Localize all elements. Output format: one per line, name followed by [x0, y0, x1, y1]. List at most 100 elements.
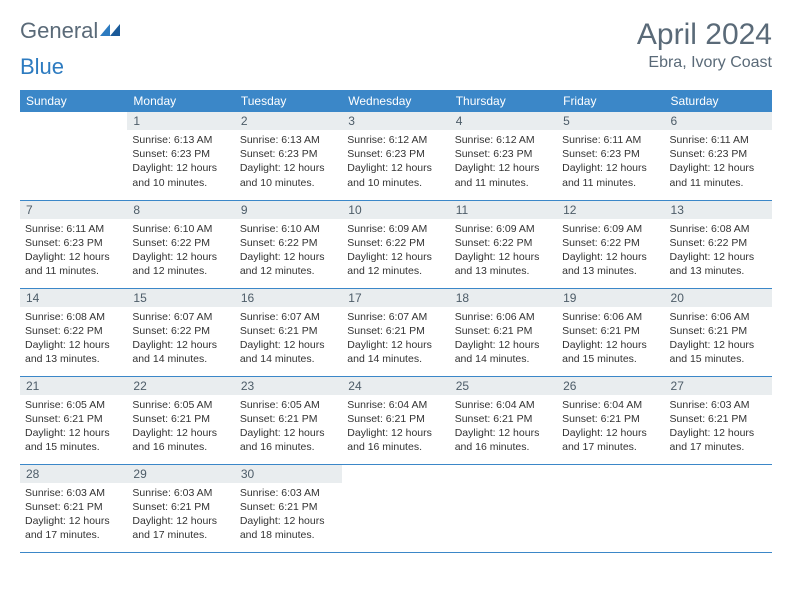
day-details: Sunrise: 6:03 AMSunset: 6:21 PMDaylight:…	[127, 483, 234, 547]
day-details: Sunrise: 6:11 AMSunset: 6:23 PMDaylight:…	[557, 130, 664, 194]
day-number: 4	[450, 112, 557, 130]
calendar-cell: 26Sunrise: 6:04 AMSunset: 6:21 PMDayligh…	[557, 376, 664, 464]
calendar-cell	[342, 464, 449, 552]
day-details: Sunrise: 6:10 AMSunset: 6:22 PMDaylight:…	[127, 219, 234, 283]
day-number: 26	[557, 377, 664, 395]
calendar-cell: 7Sunrise: 6:11 AMSunset: 6:23 PMDaylight…	[20, 200, 127, 288]
calendar-cell: 30Sunrise: 6:03 AMSunset: 6:21 PMDayligh…	[235, 464, 342, 552]
day-details: Sunrise: 6:07 AMSunset: 6:21 PMDaylight:…	[235, 307, 342, 371]
calendar-cell: 9Sunrise: 6:10 AMSunset: 6:22 PMDaylight…	[235, 200, 342, 288]
calendar-body: 1Sunrise: 6:13 AMSunset: 6:23 PMDaylight…	[20, 112, 772, 552]
day-details: Sunrise: 6:06 AMSunset: 6:21 PMDaylight:…	[450, 307, 557, 371]
calendar-cell: 25Sunrise: 6:04 AMSunset: 6:21 PMDayligh…	[450, 376, 557, 464]
day-number: 18	[450, 289, 557, 307]
day-details: Sunrise: 6:06 AMSunset: 6:21 PMDaylight:…	[557, 307, 664, 371]
calendar-cell: 17Sunrise: 6:07 AMSunset: 6:21 PMDayligh…	[342, 288, 449, 376]
day-details: Sunrise: 6:09 AMSunset: 6:22 PMDaylight:…	[557, 219, 664, 283]
day-details: Sunrise: 6:04 AMSunset: 6:21 PMDaylight:…	[557, 395, 664, 459]
day-details: Sunrise: 6:09 AMSunset: 6:22 PMDaylight:…	[342, 219, 449, 283]
calendar-cell: 15Sunrise: 6:07 AMSunset: 6:22 PMDayligh…	[127, 288, 234, 376]
day-number: 17	[342, 289, 449, 307]
col-thursday: Thursday	[450, 90, 557, 112]
day-number: 22	[127, 377, 234, 395]
calendar-cell: 13Sunrise: 6:08 AMSunset: 6:22 PMDayligh…	[665, 200, 772, 288]
day-details: Sunrise: 6:04 AMSunset: 6:21 PMDaylight:…	[450, 395, 557, 459]
day-details: Sunrise: 6:08 AMSunset: 6:22 PMDaylight:…	[665, 219, 772, 283]
calendar-row: 28Sunrise: 6:03 AMSunset: 6:21 PMDayligh…	[20, 464, 772, 552]
calendar-cell: 29Sunrise: 6:03 AMSunset: 6:21 PMDayligh…	[127, 464, 234, 552]
day-number: 25	[450, 377, 557, 395]
day-number: 29	[127, 465, 234, 483]
day-details: Sunrise: 6:11 AMSunset: 6:23 PMDaylight:…	[20, 219, 127, 283]
calendar-cell: 11Sunrise: 6:09 AMSunset: 6:22 PMDayligh…	[450, 200, 557, 288]
logo-icon	[100, 18, 122, 44]
day-details: Sunrise: 6:08 AMSunset: 6:22 PMDaylight:…	[20, 307, 127, 371]
calendar-cell: 16Sunrise: 6:07 AMSunset: 6:21 PMDayligh…	[235, 288, 342, 376]
day-number: 15	[127, 289, 234, 307]
day-number: 16	[235, 289, 342, 307]
day-number: 28	[20, 465, 127, 483]
calendar-header-row: Sunday Monday Tuesday Wednesday Thursday…	[20, 90, 772, 112]
day-number: 14	[20, 289, 127, 307]
day-number: 27	[665, 377, 772, 395]
calendar-cell: 28Sunrise: 6:03 AMSunset: 6:21 PMDayligh…	[20, 464, 127, 552]
day-number: 7	[20, 201, 127, 219]
calendar-cell: 6Sunrise: 6:11 AMSunset: 6:23 PMDaylight…	[665, 112, 772, 200]
day-details: Sunrise: 6:07 AMSunset: 6:21 PMDaylight:…	[342, 307, 449, 371]
calendar-cell: 19Sunrise: 6:06 AMSunset: 6:21 PMDayligh…	[557, 288, 664, 376]
day-number: 11	[450, 201, 557, 219]
calendar-row: 1Sunrise: 6:13 AMSunset: 6:23 PMDaylight…	[20, 112, 772, 200]
logo-text-blue: Blue	[20, 54, 64, 80]
day-number: 9	[235, 201, 342, 219]
calendar-cell: 23Sunrise: 6:05 AMSunset: 6:21 PMDayligh…	[235, 376, 342, 464]
month-title: April 2024	[637, 18, 772, 52]
calendar-cell: 14Sunrise: 6:08 AMSunset: 6:22 PMDayligh…	[20, 288, 127, 376]
day-number: 24	[342, 377, 449, 395]
day-details: Sunrise: 6:04 AMSunset: 6:21 PMDaylight:…	[342, 395, 449, 459]
calendar-cell	[20, 112, 127, 200]
calendar-cell: 27Sunrise: 6:03 AMSunset: 6:21 PMDayligh…	[665, 376, 772, 464]
day-details: Sunrise: 6:03 AMSunset: 6:21 PMDaylight:…	[665, 395, 772, 459]
calendar-row: 21Sunrise: 6:05 AMSunset: 6:21 PMDayligh…	[20, 376, 772, 464]
day-number: 8	[127, 201, 234, 219]
calendar-cell: 21Sunrise: 6:05 AMSunset: 6:21 PMDayligh…	[20, 376, 127, 464]
day-details: Sunrise: 6:03 AMSunset: 6:21 PMDaylight:…	[20, 483, 127, 547]
day-details: Sunrise: 6:05 AMSunset: 6:21 PMDaylight:…	[20, 395, 127, 459]
calendar-cell	[557, 464, 664, 552]
col-wednesday: Wednesday	[342, 90, 449, 112]
day-number: 30	[235, 465, 342, 483]
day-number: 3	[342, 112, 449, 130]
day-number: 13	[665, 201, 772, 219]
calendar-cell: 12Sunrise: 6:09 AMSunset: 6:22 PMDayligh…	[557, 200, 664, 288]
day-details: Sunrise: 6:13 AMSunset: 6:23 PMDaylight:…	[127, 130, 234, 194]
day-number: 23	[235, 377, 342, 395]
day-details: Sunrise: 6:12 AMSunset: 6:23 PMDaylight:…	[450, 130, 557, 194]
col-friday: Friday	[557, 90, 664, 112]
calendar-cell	[665, 464, 772, 552]
day-details: Sunrise: 6:05 AMSunset: 6:21 PMDaylight:…	[127, 395, 234, 459]
calendar-cell: 22Sunrise: 6:05 AMSunset: 6:21 PMDayligh…	[127, 376, 234, 464]
day-number: 10	[342, 201, 449, 219]
calendar-cell	[450, 464, 557, 552]
day-number: 5	[557, 112, 664, 130]
col-saturday: Saturday	[665, 90, 772, 112]
calendar-cell: 3Sunrise: 6:12 AMSunset: 6:23 PMDaylight…	[342, 112, 449, 200]
calendar-cell: 8Sunrise: 6:10 AMSunset: 6:22 PMDaylight…	[127, 200, 234, 288]
calendar-cell: 5Sunrise: 6:11 AMSunset: 6:23 PMDaylight…	[557, 112, 664, 200]
day-details: Sunrise: 6:11 AMSunset: 6:23 PMDaylight:…	[665, 130, 772, 194]
location: Ebra, Ivory Coast	[637, 54, 772, 72]
calendar-cell: 20Sunrise: 6:06 AMSunset: 6:21 PMDayligh…	[665, 288, 772, 376]
day-details: Sunrise: 6:09 AMSunset: 6:22 PMDaylight:…	[450, 219, 557, 283]
day-details: Sunrise: 6:12 AMSunset: 6:23 PMDaylight:…	[342, 130, 449, 194]
day-details: Sunrise: 6:06 AMSunset: 6:21 PMDaylight:…	[665, 307, 772, 371]
day-number: 12	[557, 201, 664, 219]
day-details: Sunrise: 6:07 AMSunset: 6:22 PMDaylight:…	[127, 307, 234, 371]
calendar-cell: 1Sunrise: 6:13 AMSunset: 6:23 PMDaylight…	[127, 112, 234, 200]
calendar-cell: 18Sunrise: 6:06 AMSunset: 6:21 PMDayligh…	[450, 288, 557, 376]
day-number: 6	[665, 112, 772, 130]
day-number: 1	[127, 112, 234, 130]
day-number: 20	[665, 289, 772, 307]
day-number: 21	[20, 377, 127, 395]
col-tuesday: Tuesday	[235, 90, 342, 112]
col-monday: Monday	[127, 90, 234, 112]
